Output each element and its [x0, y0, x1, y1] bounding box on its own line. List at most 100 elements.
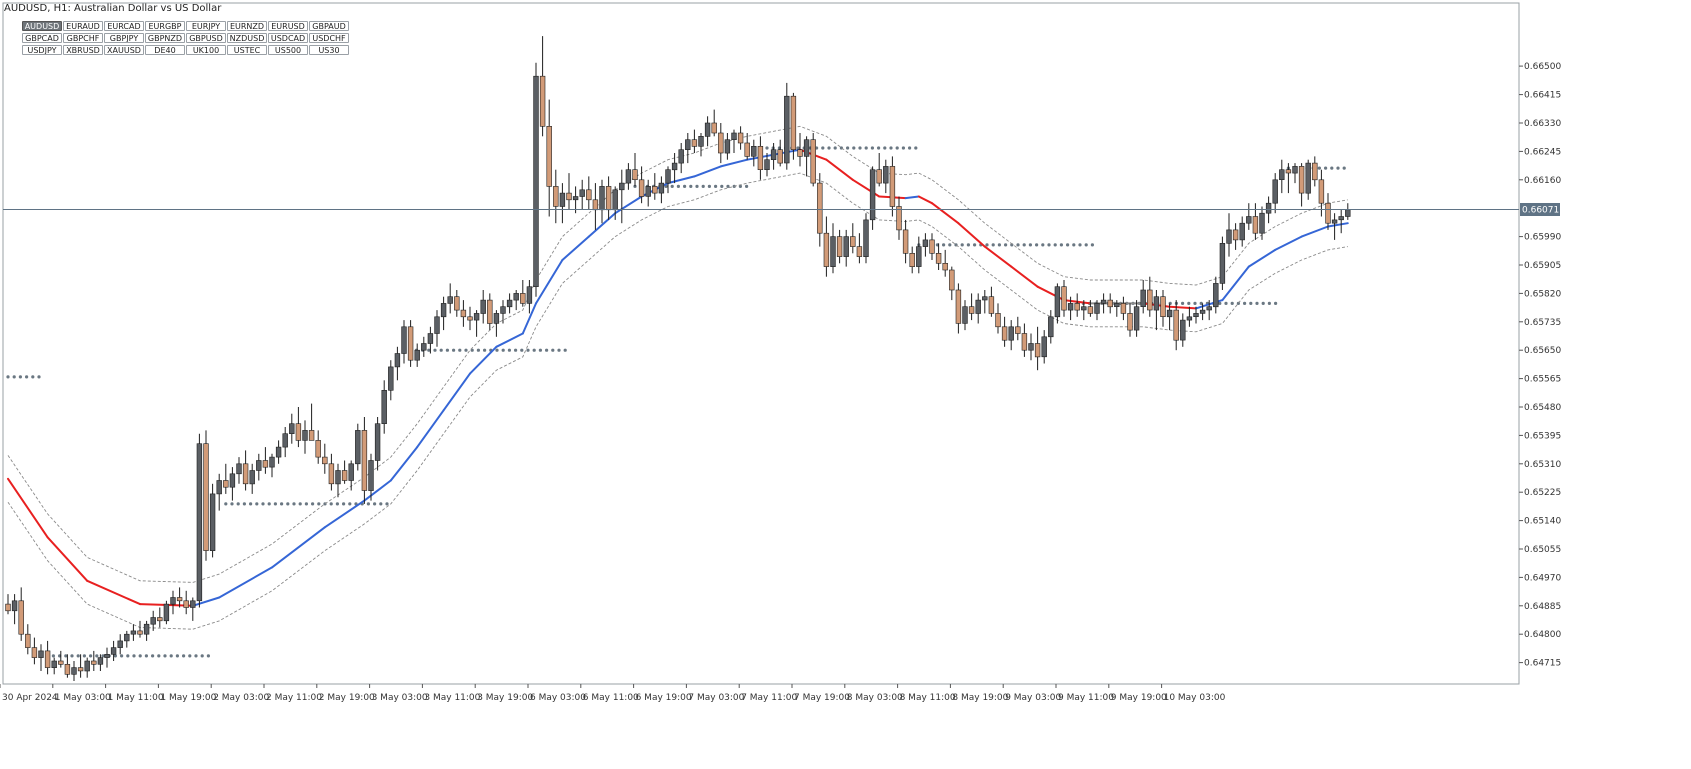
candle-body — [704, 122, 711, 137]
level-dot — [1090, 243, 1094, 247]
symbol-button-eurcad[interactable]: EURCAD — [104, 21, 144, 31]
candle — [1219, 236, 1226, 290]
level-dot — [433, 348, 437, 352]
candle-body — [975, 299, 981, 314]
candle — [170, 590, 176, 615]
symbol-button-ustec[interactable]: USTEC — [227, 45, 267, 55]
candle-body — [1140, 289, 1146, 308]
candle-body — [751, 146, 757, 157]
symbol-button-eurnzd[interactable]: EURNZD — [227, 21, 267, 31]
symbol-button-eurgbp[interactable]: EURGBP — [145, 21, 185, 31]
symbol-button-xauusd[interactable]: XAUUSD — [104, 45, 144, 55]
symbol-button-audusd[interactable]: AUDUSD — [22, 21, 62, 31]
candle — [810, 133, 816, 187]
symbol-button-usdchf[interactable]: USDCHF — [309, 33, 349, 43]
candle-body — [150, 617, 156, 625]
candle-body — [51, 660, 57, 668]
level-dot — [342, 502, 346, 506]
ma-segment — [931, 202, 960, 225]
symbol-button-xbrusd[interactable]: XBRUSD — [63, 45, 103, 55]
symbol-button-gbpchf[interactable]: GBPCHF — [63, 33, 103, 43]
level-dot — [366, 502, 370, 506]
level-dot — [182, 654, 186, 658]
candle — [289, 413, 295, 444]
candle — [1160, 290, 1166, 327]
candle — [533, 62, 539, 297]
symbol-button-eurusd[interactable]: EURUSD — [268, 21, 308, 31]
candle — [942, 249, 948, 277]
candle-body — [982, 296, 988, 301]
candle-body — [223, 480, 229, 488]
candle — [137, 620, 143, 638]
level-dot — [532, 348, 536, 352]
plot-area[interactable] — [2, 2, 1520, 685]
candle — [335, 463, 341, 498]
candle — [513, 290, 519, 311]
candle-body — [137, 630, 143, 635]
candle — [31, 637, 38, 665]
candle — [58, 650, 64, 668]
x-tick-label: 8 May 03:00 — [847, 693, 903, 703]
candle-body — [368, 460, 374, 491]
symbol-button-usdjpy[interactable]: USDJPY — [22, 45, 62, 55]
candle — [784, 82, 790, 170]
level-dot — [1187, 301, 1191, 305]
candlesticks — [5, 36, 1351, 681]
candle — [975, 293, 981, 324]
level-dot — [1274, 301, 1278, 305]
level-dot — [901, 146, 906, 150]
candle-body — [117, 640, 123, 648]
symbol-button-gbpusd[interactable]: GBPUSD — [186, 33, 226, 43]
candle-body — [269, 456, 275, 468]
symbol-button-gbpcad[interactable]: GBPCAD — [22, 33, 62, 43]
symbol-button-gbpjpy[interactable]: GBPJPY — [104, 33, 144, 43]
candle-body — [1265, 202, 1272, 214]
level-dot — [1249, 301, 1253, 305]
y-tick-label: 0.66245 — [1524, 147, 1561, 157]
level-dot — [236, 502, 240, 506]
candle — [1338, 209, 1344, 234]
symbol-button-eurjpy[interactable]: EURJPY — [186, 21, 226, 31]
candle — [249, 463, 255, 494]
candle — [1008, 320, 1014, 351]
symbol-button-euraud[interactable]: EURAUD — [63, 21, 103, 31]
symbol-button-de40[interactable]: DE40 — [145, 45, 185, 55]
x-tick-label: 1 May 11:00 — [108, 693, 164, 703]
candle — [1331, 213, 1338, 240]
level-dot — [483, 348, 487, 352]
candle — [110, 640, 117, 661]
candle — [889, 156, 896, 217]
symbol-button-nzdusd[interactable]: NZDUSD — [227, 33, 267, 43]
y-tick-label: 0.65735 — [1524, 318, 1561, 328]
candle-body — [823, 232, 830, 267]
symbol-button-us500[interactable]: US500 — [268, 45, 308, 55]
level-dot — [255, 502, 259, 506]
candle-body — [619, 182, 625, 191]
level-dot — [1066, 243, 1070, 247]
level-dot — [1035, 243, 1039, 247]
level-dot — [1324, 166, 1328, 170]
symbol-button-gbpnzd[interactable]: GBPNZD — [145, 33, 185, 43]
ma-segment — [667, 175, 696, 185]
candle — [355, 423, 361, 471]
level-dot — [726, 184, 730, 188]
candle — [711, 109, 717, 137]
candle-body — [949, 269, 955, 291]
symbol-button-uk100[interactable]: UK100 — [186, 45, 226, 55]
candle — [434, 310, 440, 347]
candle — [830, 223, 836, 274]
level-dot — [991, 243, 995, 247]
x-tick-label: 9 May 19:00 — [1111, 693, 1167, 703]
symbol-button-gbpaud[interactable]: GBPAUD — [309, 21, 349, 31]
candle-body — [1100, 299, 1107, 304]
candle — [1034, 326, 1041, 371]
symbol-button-usdcad[interactable]: USDCAD — [268, 33, 308, 43]
symbol-button-us30[interactable]: US30 — [309, 45, 349, 55]
candle-body — [1331, 219, 1338, 224]
candle-body — [942, 262, 948, 271]
candle-body — [348, 463, 354, 481]
level-line — [6, 375, 41, 379]
candle-body — [401, 326, 407, 354]
